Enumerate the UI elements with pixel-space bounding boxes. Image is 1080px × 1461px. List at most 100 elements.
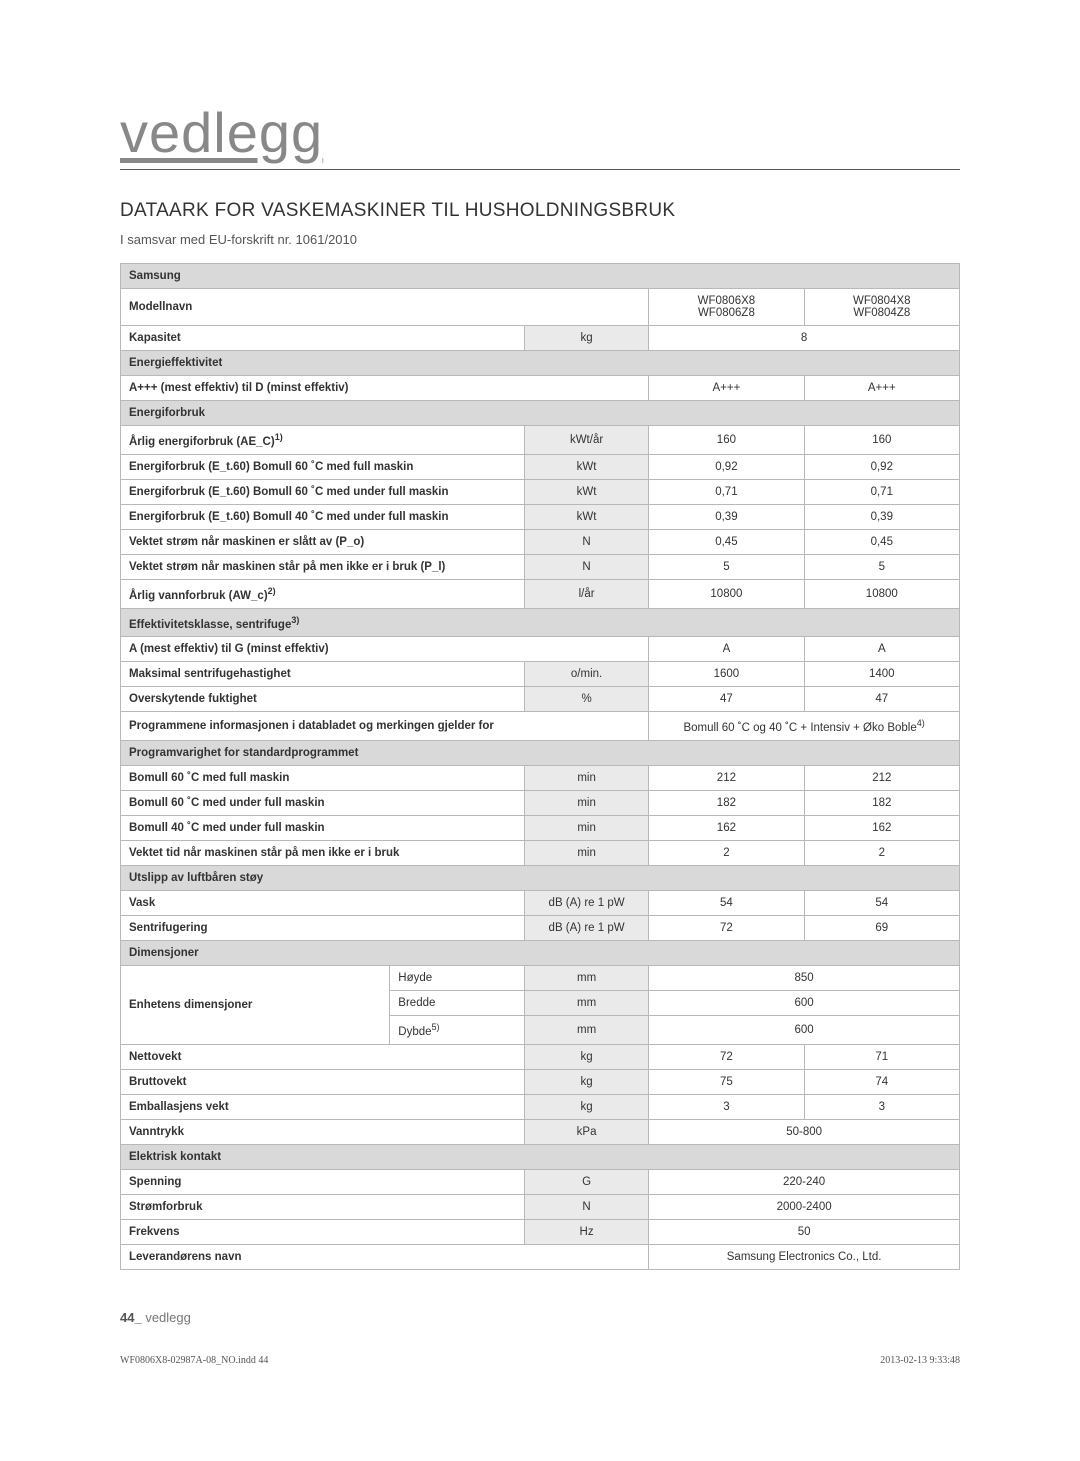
moisture-label: Overskytende fuktighet <box>121 687 525 712</box>
pack-v2: 3 <box>804 1095 959 1120</box>
pressure-label: Vanntrykk <box>121 1120 525 1145</box>
spin-section: Effektivitetsklasse, sentrifuge3) <box>121 608 960 637</box>
energy-class-v2: A+++ <box>804 376 959 401</box>
net-v2: 71 <box>804 1045 959 1070</box>
wash-v1: 54 <box>649 891 804 916</box>
water-unit: l/år <box>524 579 648 608</box>
gross-v2: 74 <box>804 1070 959 1095</box>
power-label: Strømforbruk <box>121 1195 525 1220</box>
spin-class-v1: A <box>649 637 804 662</box>
wash-unit: dB (A) re 1 pW <box>524 891 648 916</box>
water-v2: 10800 <box>804 579 959 608</box>
width-val: 600 <box>649 991 960 1016</box>
energy-class-label: A+++ (mest effektiv) til D (minst effekt… <box>121 376 649 401</box>
net-label: Nettovekt <box>121 1045 525 1070</box>
gross-unit: kg <box>524 1070 648 1095</box>
page-subtitle: DATAARK FOR VASKEMASKINER TIL HUSHOLDNIN… <box>120 200 960 222</box>
d60-half-label: Bomull 60 ˚C med under full maskin <box>121 791 525 816</box>
pl-label: Vektet strøm når maskinen står på men ik… <box>121 554 525 579</box>
moisture-unit: % <box>524 687 648 712</box>
width-unit: mm <box>524 991 648 1016</box>
net-v1: 72 <box>649 1045 804 1070</box>
depth-val: 600 <box>649 1016 960 1045</box>
po-unit: N <box>524 529 648 554</box>
wash-label: Vask <box>121 891 525 916</box>
supplier-label: Leverandørens navn <box>121 1245 649 1270</box>
spin-speed-v2: 1400 <box>804 662 959 687</box>
spin-label: Sentrifugering <box>121 916 525 941</box>
capacity-unit: kg <box>524 326 648 351</box>
wash-v2: 54 <box>804 891 959 916</box>
d60-full-v1: 212 <box>649 766 804 791</box>
po-label: Vektet strøm når maskinen er slått av (P… <box>121 529 525 554</box>
annual-energy-unit: kWt/år <box>524 426 648 455</box>
data-sheet-table: Samsung Modellnavn WF0806X8 WF0806Z8 WF0… <box>120 263 960 1270</box>
page-title: vedlegg <box>120 100 960 170</box>
et40-half-label: Energiforbruk (E_t.60) Bomull 40 ˚C med … <box>121 504 525 529</box>
annual-energy-v2: 160 <box>804 426 959 455</box>
d40-half-unit: min <box>524 816 648 841</box>
depth-label: Dybde5) <box>390 1016 525 1045</box>
moisture-v2: 47 <box>804 687 959 712</box>
pressure-unit: kPa <box>524 1120 648 1145</box>
d60-half-unit: min <box>524 791 648 816</box>
et40-half-v1: 0,39 <box>649 504 804 529</box>
et60-half-v2: 0,71 <box>804 479 959 504</box>
idle-v1: 2 <box>649 841 804 866</box>
print-file: WF0806X8-02987A-08_NO.indd 44 <box>120 1355 268 1366</box>
d60-half-v1: 182 <box>649 791 804 816</box>
energy-section: Energieffektivitet <box>121 351 960 376</box>
spin-speed-label: Maksimal sentrifugehastighet <box>121 662 525 687</box>
gross-v1: 75 <box>649 1070 804 1095</box>
gross-label: Bruttovekt <box>121 1070 525 1095</box>
pl-v1: 5 <box>649 554 804 579</box>
d60-full-v2: 212 <box>804 766 959 791</box>
po-v2: 0,45 <box>804 529 959 554</box>
et40-half-v2: 0,39 <box>804 504 959 529</box>
d40-half-v2: 162 <box>804 816 959 841</box>
height-val: 850 <box>649 966 960 991</box>
power-val: 2000-2400 <box>649 1195 960 1220</box>
consumption-section: Energiforbruk <box>121 401 960 426</box>
print-meta: WF0806X8-02987A-08_NO.indd 44 2013-02-13… <box>120 1355 960 1366</box>
page-footer: 44_ vedlegg <box>120 1310 960 1325</box>
water-v1: 10800 <box>649 579 804 608</box>
et60-half-unit: kWt <box>524 479 648 504</box>
annual-energy-label: Årlig energiforbruk (AE_C)1) <box>121 426 525 455</box>
pack-label: Emballasjens vekt <box>121 1095 525 1120</box>
et40-half-unit: kWt <box>524 504 648 529</box>
width-label: Bredde <box>390 991 525 1016</box>
water-label: Årlig vannforbruk (AW_c)2) <box>121 579 525 608</box>
voltage-val: 220-240 <box>649 1170 960 1195</box>
duration-section: Programvarighet for standardprogrammet <box>121 741 960 766</box>
capacity-label: Kapasitet <box>121 326 525 351</box>
spin-speed-unit: o/min. <box>524 662 648 687</box>
et60-half-label: Energiforbruk (E_t.60) Bomull 60 ˚C med … <box>121 479 525 504</box>
voltage-unit: G <box>524 1170 648 1195</box>
height-unit: mm <box>524 966 648 991</box>
programs-val: Bomull 60 ˚C og 40 ˚C + Intensiv + Øko B… <box>649 712 960 741</box>
idle-v2: 2 <box>804 841 959 866</box>
noise-section: Utslipp av luftbåren støy <box>121 866 960 891</box>
idle-label: Vektet tid når maskinen står på men ikke… <box>121 841 525 866</box>
model-label: Modellnavn <box>121 289 649 326</box>
d60-full-unit: min <box>524 766 648 791</box>
depth-unit: mm <box>524 1016 648 1045</box>
spin-v2: 69 <box>804 916 959 941</box>
et60-full-unit: kWt <box>524 454 648 479</box>
et60-half-v1: 0,71 <box>649 479 804 504</box>
unit-dim-label: Enhetens dimensjoner <box>121 966 390 1045</box>
freq-unit: Hz <box>524 1220 648 1245</box>
power-unit: N <box>524 1195 648 1220</box>
spin-class-v2: A <box>804 637 959 662</box>
pl-unit: N <box>524 554 648 579</box>
energy-class-v1: A+++ <box>649 376 804 401</box>
supplier-val: Samsung Electronics Co., Ltd. <box>649 1245 960 1270</box>
pressure-val: 50-800 <box>649 1120 960 1145</box>
model-1: WF0806X8 WF0806Z8 <box>649 289 804 326</box>
d60-full-label: Bomull 60 ˚C med full maskin <box>121 766 525 791</box>
po-v1: 0,45 <box>649 529 804 554</box>
et60-full-label: Energiforbruk (E_t.60) Bomull 60 ˚C med … <box>121 454 525 479</box>
programs-label: Programmene informasjonen i databladet o… <box>121 712 649 741</box>
d40-half-v1: 162 <box>649 816 804 841</box>
